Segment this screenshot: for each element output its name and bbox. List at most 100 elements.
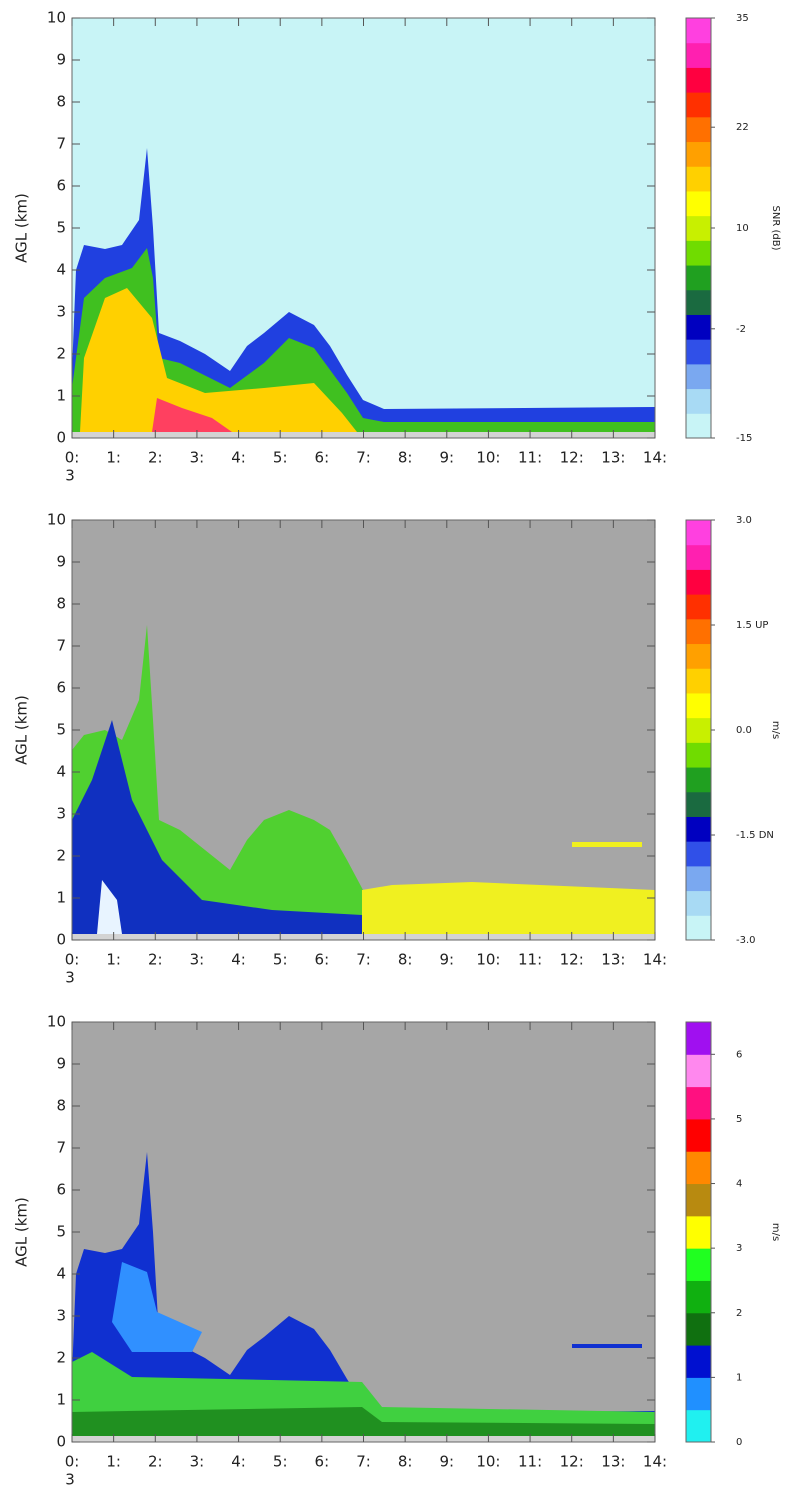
y-tick-label: 7 [56, 135, 66, 153]
colorbar-swatch [686, 594, 711, 620]
colorbar-swatch [686, 1409, 711, 1443]
x-tick-label: 6: [315, 449, 330, 467]
colorbar-swatch [686, 240, 711, 266]
colorbar-swatch [686, 717, 711, 743]
y-tick-label: 8 [56, 93, 66, 111]
y-tick-label: 10 [47, 9, 66, 27]
colorbar-frame [685, 1021, 712, 1443]
x-tick-label: 8: [398, 449, 413, 467]
x-tick-label: 13: [601, 449, 625, 467]
y-tick-label: 4 [56, 261, 66, 279]
x-tick-label-wrap: 3 [65, 467, 75, 485]
y-tick-label: 1 [56, 1391, 66, 1409]
colorbar-tick-label: -3.0 [736, 935, 756, 946]
x-tick-label: 5: [273, 449, 288, 467]
y-tick-label: 5 [56, 1223, 66, 1241]
colorbar-swatch [686, 190, 711, 217]
colorbar-swatch [686, 865, 711, 892]
colorbar-swatch [686, 841, 711, 867]
colorbar-swatch [686, 890, 711, 916]
y-tick-label: 10 [47, 511, 66, 529]
colorbar-swatch [686, 289, 711, 315]
x-tick-label-wrap: 3 [65, 969, 75, 987]
x-tick-label: 9: [439, 449, 454, 467]
colorbar-tick-label: 35 [736, 13, 749, 24]
y-tick-label: 0 [56, 931, 66, 949]
x-tick-label: 7: [356, 449, 371, 467]
y-tick-label: 5 [56, 219, 66, 237]
y-tick-label: 6 [56, 679, 66, 697]
x-tick-label: 4: [231, 951, 246, 969]
y-tick-label: 3 [56, 1307, 66, 1325]
x-tick-label: 4: [231, 449, 246, 467]
colorbar-swatch [686, 569, 711, 595]
y-axis-label: AGL (km) [13, 193, 31, 263]
colorbar-tick-label: 0.0 [736, 725, 752, 736]
colorbar-swatch [686, 1312, 711, 1346]
x-tick-label: 14: [643, 1453, 667, 1471]
colorbar-label: SNR (dB) [770, 206, 781, 251]
y-tick-label: 9 [56, 51, 66, 69]
x-tick-label: 3: [190, 449, 205, 467]
colorbar-tick-label: -2 [736, 324, 746, 335]
x-tick-label: 2: [148, 951, 163, 969]
x-tick-label: 7: [356, 1453, 371, 1471]
y-tick-label: 3 [56, 303, 66, 321]
x-tick-label: 5: [273, 1453, 288, 1471]
colorbar-swatch [686, 215, 711, 241]
x-tick-label: 10: [476, 951, 500, 969]
x-tick-label: 0: [65, 951, 80, 969]
y-tick-label: 0 [56, 1433, 66, 1451]
x-tick-label: 13: [601, 951, 625, 969]
colorbar-swatch [686, 544, 711, 570]
colorbar-swatch [686, 18, 711, 44]
colorbar-swatch [686, 791, 711, 817]
y-tick-label: 2 [56, 847, 66, 865]
colorbar-tick-label: -1.5 DN [736, 830, 774, 841]
x-tick-label: 6: [315, 951, 330, 969]
colorbar-swatch [686, 363, 711, 390]
colorbar-swatch [686, 1118, 711, 1152]
x-tick-label: 10: [476, 449, 500, 467]
colorbar-tick-label: 4 [736, 1179, 742, 1190]
x-tick-label: 11: [518, 951, 542, 969]
colorbar-swatch [686, 692, 711, 719]
y-tick-label: 2 [56, 345, 66, 363]
colorbar-swatch [686, 668, 711, 694]
spectral-width-field [72, 1022, 655, 1442]
colorbar-swatch [686, 265, 711, 291]
y-tick-label: 1 [56, 387, 66, 405]
colorbar-tick-label: 5 [736, 1114, 742, 1125]
x-tick-label-wrap: 3 [65, 1471, 75, 1489]
colorbar-tick-label: 2 [736, 1308, 742, 1319]
colorbar-swatch [686, 1345, 711, 1378]
colorbar-tick-label: 3.0 [736, 515, 752, 526]
x-tick-label: 9: [439, 951, 454, 969]
x-tick-label: 2: [148, 1453, 163, 1471]
colorbar-swatch [686, 116, 711, 143]
x-tick-label: 11: [518, 449, 542, 467]
y-tick-label: 6 [56, 177, 66, 195]
colorbar-label: m/s [770, 1223, 781, 1241]
x-tick-label: 8: [398, 951, 413, 969]
colorbar-label: m/s [770, 721, 781, 739]
colorbar-swatch [686, 388, 711, 414]
x-tick-label: 14: [643, 449, 667, 467]
x-tick-label: 13: [601, 1453, 625, 1471]
y-axis-label: AGL (km) [13, 695, 31, 765]
x-tick-label: 3: [190, 951, 205, 969]
colorbar-tick-label: 10 [736, 223, 749, 234]
colorbar-swatch [686, 816, 711, 842]
colorbar-swatch [686, 166, 711, 192]
x-tick-label: 8: [398, 1453, 413, 1471]
colorbar-swatch [686, 141, 711, 167]
colorbar-swatch [686, 92, 711, 118]
y-axis-label: AGL (km) [13, 1197, 31, 1267]
colorbar-tick-label: 1.5 UP [736, 620, 768, 631]
colorbar-swatch [686, 520, 711, 546]
x-tick-label: 6: [315, 1453, 330, 1471]
y-tick-label: 1 [56, 889, 66, 907]
x-tick-label: 0: [65, 1453, 80, 1471]
x-tick-label: 12: [560, 1453, 584, 1471]
y-tick-label: 7 [56, 637, 66, 655]
